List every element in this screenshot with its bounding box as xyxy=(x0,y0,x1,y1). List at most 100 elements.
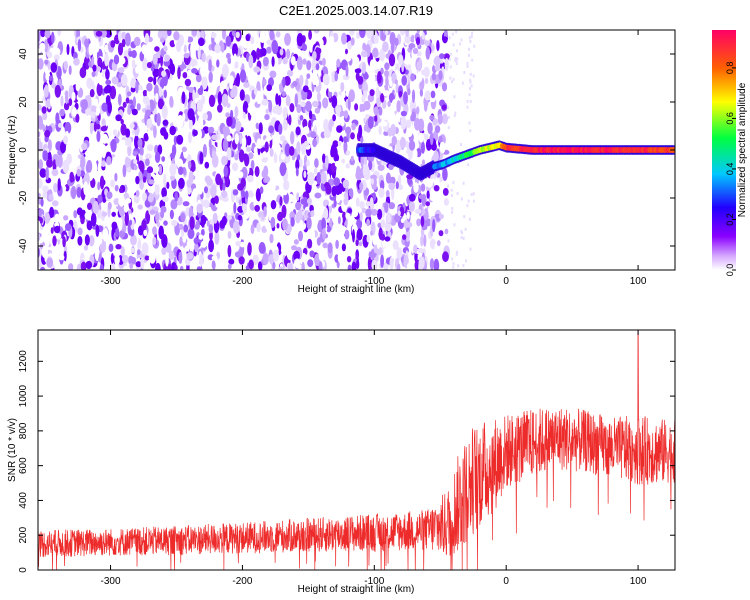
noise-blob xyxy=(101,144,107,159)
noise-dot xyxy=(462,236,465,240)
noise-dot xyxy=(460,197,463,201)
noise-dot xyxy=(451,32,454,36)
noise-blob xyxy=(344,81,349,90)
noise-blob xyxy=(217,91,222,106)
noise-blob xyxy=(256,222,261,233)
noise-blob xyxy=(439,53,445,59)
noise-blob xyxy=(290,56,296,66)
heatmap-ylabel: Frequency (Hz) xyxy=(7,116,18,185)
noise-blob xyxy=(212,212,218,224)
noise-blob xyxy=(182,112,186,122)
noise-blob xyxy=(74,246,78,255)
noise-blob xyxy=(322,97,329,109)
noise-blob xyxy=(375,246,383,256)
noise-blob xyxy=(296,56,303,71)
noise-blob xyxy=(264,176,271,183)
noise-blob xyxy=(111,211,116,217)
noise-blob xyxy=(86,159,93,173)
noise-blob xyxy=(441,82,448,92)
noise-blob xyxy=(347,264,352,270)
noise-blob xyxy=(252,254,259,265)
noise-dot xyxy=(463,215,466,219)
noise-blob xyxy=(232,43,238,57)
noise-blob xyxy=(225,35,232,47)
noise-blob xyxy=(63,60,68,71)
noise-blob xyxy=(176,134,184,145)
noise-blob xyxy=(261,170,266,178)
noise-blob xyxy=(131,50,137,59)
noise-blob xyxy=(116,82,123,88)
noise-blob xyxy=(430,90,436,99)
noise-blob xyxy=(405,131,413,138)
noise-blob xyxy=(165,254,169,267)
noise-blob xyxy=(238,199,242,206)
noise-blob xyxy=(366,30,373,39)
noise-blob xyxy=(178,166,184,175)
noise-blob xyxy=(239,69,247,83)
noise-blob xyxy=(282,106,288,120)
noise-blob xyxy=(188,170,194,185)
noise-blob xyxy=(135,175,140,185)
noise-dot xyxy=(449,52,452,56)
noise-blob xyxy=(355,197,360,207)
noise-blob xyxy=(100,30,107,38)
noise-blob xyxy=(201,76,208,90)
noise-blob xyxy=(96,238,103,245)
noise-dot xyxy=(464,227,467,231)
noise-blob xyxy=(246,146,252,152)
noise-blob xyxy=(176,40,182,53)
noise-blob xyxy=(121,254,129,264)
noise-blob xyxy=(138,30,142,34)
noise-blob xyxy=(155,171,159,186)
noise-blob xyxy=(181,146,187,153)
noise-blob xyxy=(327,178,335,186)
noise-blob xyxy=(234,153,239,161)
noise-blob xyxy=(254,166,260,177)
noise-blob xyxy=(105,79,112,86)
noise-blob xyxy=(130,86,136,93)
noise-blob xyxy=(210,197,216,204)
noise-blob xyxy=(384,236,391,242)
x-tick-label: -300 xyxy=(101,276,121,287)
noise-blob xyxy=(325,184,332,195)
noise-blob xyxy=(44,84,49,98)
noise-blob xyxy=(39,168,47,178)
noise-blob xyxy=(429,131,434,146)
noise-blob xyxy=(158,86,163,98)
noise-blob xyxy=(352,229,355,243)
snr-xlabel: Height of straight line (km) xyxy=(298,584,415,595)
noise-blob xyxy=(169,95,174,108)
noise-blob xyxy=(81,142,88,151)
noise-blob xyxy=(420,215,425,227)
noise-blob xyxy=(70,185,77,200)
noise-blob xyxy=(269,148,274,157)
noise-blob xyxy=(400,116,407,130)
noise-blob xyxy=(328,120,333,134)
noise-blob xyxy=(413,244,418,254)
noise-blob xyxy=(266,135,273,141)
noise-blob xyxy=(131,257,137,265)
noise-blob xyxy=(279,162,287,176)
noise-blob xyxy=(206,177,213,187)
noise-blob xyxy=(426,190,430,199)
noise-blob xyxy=(47,139,53,152)
noise-blob xyxy=(144,255,150,261)
noise-blob xyxy=(339,110,346,117)
noise-blob xyxy=(249,108,254,116)
noise-blob xyxy=(319,115,325,124)
noise-blob xyxy=(44,30,51,39)
noise-blob xyxy=(85,260,93,270)
noise-blob xyxy=(346,256,352,263)
noise-blob xyxy=(38,233,41,242)
noise-blob xyxy=(114,172,118,182)
noise-blob xyxy=(362,42,367,51)
noise-blob xyxy=(442,251,449,263)
noise-blob xyxy=(444,228,449,235)
noise-dot xyxy=(460,38,463,42)
noise-blob xyxy=(410,73,415,82)
noise-blob xyxy=(173,117,177,128)
noise-blob xyxy=(414,149,418,159)
noise-blob xyxy=(359,182,364,191)
noise-blob xyxy=(91,71,96,78)
noise-blob xyxy=(331,66,337,72)
